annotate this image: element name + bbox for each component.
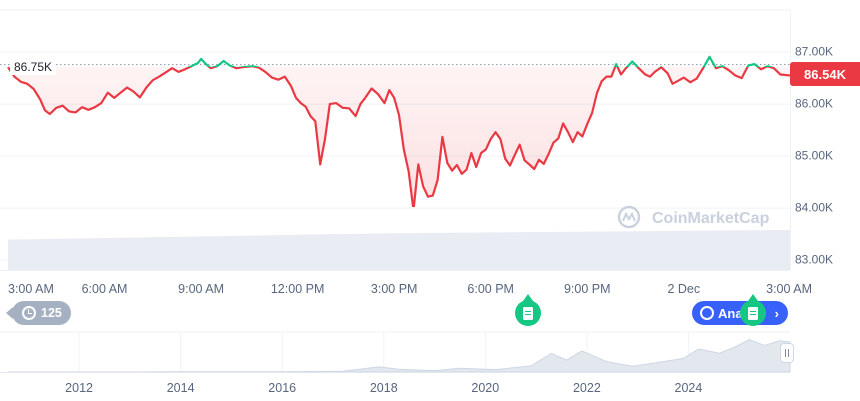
y-axis: 87.00K 86.00K 85.00K 84.00K 83.00K	[795, 45, 833, 267]
navigator-tick-label: 2012	[65, 381, 93, 395]
navigator-tick-label: 2020	[471, 381, 499, 395]
navigator-tick-label: 2014	[167, 381, 195, 395]
analysis-icon	[700, 306, 714, 320]
current-price-badge: 86.54K	[790, 62, 860, 86]
history-icon	[22, 306, 36, 320]
analysis-button[interactable]: Ana ›	[692, 301, 788, 325]
coinmarketcap-watermark: CoinMarketCap	[617, 205, 770, 229]
y-tick-label: 84.00K	[795, 201, 833, 215]
history-count: 125	[41, 306, 62, 320]
x-tick-label: 9:00 PM	[564, 282, 611, 296]
x-tick-label: 12:00 PM	[271, 282, 325, 296]
range-navigator[interactable]: 2012 2014 2016 2018 2020 2022 2024	[0, 333, 791, 395]
volume-area-shape	[8, 230, 790, 270]
navigator-right-handle[interactable]	[780, 343, 794, 363]
news-marker[interactable]	[515, 294, 541, 326]
x-tick-label: 9:00 AM	[178, 282, 224, 296]
analysis-label: Ana	[718, 305, 743, 321]
x-axis: 3:00 AM 6:00 AM 9:00 AM 12:00 PM 3:00 PM 6:00…	[8, 282, 812, 296]
price-line-below	[7, 67, 790, 207]
x-tick-label: 6:00 AM	[82, 282, 128, 296]
news-icon	[748, 306, 758, 320]
navigator-overview-area	[8, 339, 791, 373]
volume-area	[8, 230, 790, 270]
price-line-layer	[0, 55, 790, 207]
navigator-tick-label: 2016	[268, 381, 296, 395]
open-price-label: 86.75K	[10, 59, 57, 75]
x-tick-label: 6:00 PM	[467, 282, 514, 296]
navigator-tick-label: 2024	[675, 381, 703, 395]
chevron-right-icon: ›	[774, 306, 779, 321]
news-marker-2[interactable]	[740, 294, 766, 326]
price-fill-below	[8, 67, 790, 207]
x-tick-label: 3:00 PM	[371, 282, 418, 296]
watermark-text: CoinMarketCap	[652, 210, 770, 227]
price-fill	[8, 67, 790, 207]
x-tick-label: 3:00 AM	[8, 282, 54, 296]
y-tick-label: 86.00K	[795, 97, 833, 111]
navigator-tick-label: 2018	[370, 381, 398, 395]
y-tick-label: 85.00K	[795, 149, 833, 163]
y-tick-label: 83.00K	[795, 253, 833, 267]
news-icon	[523, 306, 533, 320]
x-tick-label: 2 Dec	[667, 282, 700, 296]
x-tick-label: 3:00 AM	[766, 282, 812, 296]
history-button[interactable]: 125	[6, 301, 71, 325]
y-tick-label: 87.00K	[795, 45, 833, 59]
navigator-tick-label: 2022	[573, 381, 601, 395]
